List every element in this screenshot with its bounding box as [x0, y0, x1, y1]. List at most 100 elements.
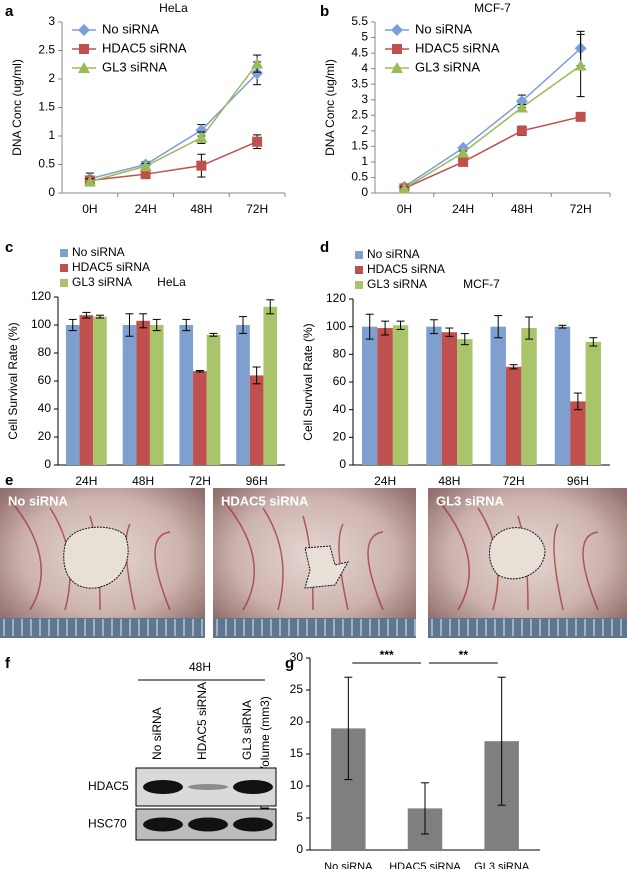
legend-label: GL3 siRNA	[415, 59, 480, 74]
marker	[78, 24, 90, 36]
y-tick-label: 20	[38, 429, 52, 443]
vessel	[154, 531, 171, 611]
x-tick-label: No siRNA	[324, 861, 373, 869]
blot-band	[188, 784, 228, 790]
blot-band	[188, 817, 228, 832]
legend-label: HDAC5 siRNA	[72, 260, 150, 274]
tumor-outline	[304, 545, 349, 589]
lane-label: GL3 siRNA	[240, 700, 254, 760]
legend-swatch	[60, 249, 68, 257]
y-tick-label: 5	[296, 810, 303, 824]
y-tick-label: 80	[38, 345, 52, 359]
blot-row-label: HDAC5	[88, 779, 129, 793]
y-tick-label: 80	[333, 347, 347, 361]
bar	[457, 339, 473, 465]
x-tick-label: 72H	[503, 474, 525, 488]
y-tick-label: 3.5	[351, 76, 368, 90]
marker	[391, 62, 403, 73]
vessel	[437, 499, 470, 611]
marker	[251, 67, 264, 80]
panel-label: e	[5, 472, 13, 489]
y-tick-label: 20	[333, 430, 347, 444]
marker	[195, 131, 208, 143]
bar	[93, 316, 107, 465]
y-tick-label: 30	[290, 650, 304, 664]
x-tick-label: 0H	[82, 202, 97, 216]
bar	[441, 332, 458, 465]
y-tick-label: 5	[361, 30, 368, 44]
y-tick-label: 100	[31, 317, 51, 331]
marker	[79, 44, 89, 54]
marker	[391, 24, 403, 36]
chart-title: MCF-7	[463, 277, 500, 291]
x-tick-label: GL3 siRNA	[474, 861, 530, 869]
legend-label: GL3 siRNA	[72, 275, 132, 289]
blot-band	[233, 817, 273, 832]
photo-label: No siRNA	[8, 493, 69, 508]
significance-label: ***	[380, 648, 394, 662]
bar	[505, 366, 522, 465]
bar	[65, 325, 80, 465]
y-tick-label: 10	[290, 778, 304, 792]
panel-label: g	[285, 655, 294, 672]
bar	[585, 341, 602, 465]
y-tick-label: 0	[339, 457, 346, 471]
bar	[554, 326, 571, 465]
y-tick-label: 0.5	[38, 157, 55, 171]
marker	[196, 160, 207, 171]
y-tick-label: 0	[44, 457, 51, 471]
panel-label: a	[5, 3, 14, 20]
tumor-outline	[489, 527, 546, 580]
bar	[361, 326, 378, 465]
legend-label: No siRNA	[102, 21, 159, 36]
legend-label: GL3 siRNA	[102, 59, 167, 74]
tumor-outline	[63, 526, 129, 589]
bar	[136, 320, 150, 465]
x-tick-label: 24H	[135, 202, 157, 216]
y-tick-label: 100	[326, 319, 346, 333]
legend-label: HDAC5 siRNA	[367, 262, 445, 276]
y-tick-label: 120	[31, 289, 51, 303]
y-tick-label: 120	[326, 291, 346, 305]
y-tick-label: 40	[38, 401, 52, 415]
vessel	[222, 499, 255, 611]
panel-label: f	[5, 655, 11, 672]
x-tick-label: 48H	[438, 474, 460, 488]
blot-band	[233, 780, 273, 794]
legend-label: GL3 siRNA	[367, 277, 427, 291]
y-tick-label: 2	[48, 71, 55, 85]
x-tick-label: 0H	[397, 202, 412, 216]
x-tick-label: 24H	[75, 474, 97, 488]
y-axis-label: DNA Conc (ug/ml)	[323, 59, 337, 156]
blot-band	[143, 780, 183, 794]
y-tick-label: 1	[48, 128, 55, 142]
bar	[377, 328, 393, 465]
legend-label: No siRNA	[367, 247, 420, 261]
bar	[570, 401, 586, 465]
chart-title: HeLa	[157, 275, 186, 289]
y-tick-label: 3	[48, 14, 55, 28]
x-tick-label: 24H	[452, 202, 474, 216]
legend-label: No siRNA	[415, 21, 472, 36]
blot-time: 48H	[189, 660, 211, 674]
lane-label: HDAC5 siRNA	[195, 682, 209, 760]
vessel	[262, 507, 284, 611]
marker	[139, 160, 152, 172]
y-tick-label: 0	[296, 842, 303, 856]
y-axis-label: DNA Conc (ug/ml)	[10, 59, 24, 156]
x-tick-label: 72H	[570, 202, 592, 216]
x-tick-label: 96H	[246, 474, 268, 488]
y-tick-label: 0.5	[351, 170, 368, 184]
marker	[398, 182, 411, 194]
vessel	[582, 531, 599, 611]
legend-swatch	[60, 264, 68, 272]
line	[89, 141, 258, 182]
y-tick-label: 5.5	[351, 14, 368, 28]
marker	[457, 146, 470, 158]
legend-swatch	[355, 266, 363, 274]
line	[89, 72, 258, 180]
lane-label: No siRNA	[150, 707, 164, 760]
bar	[249, 375, 264, 465]
significance-label: **	[459, 648, 469, 662]
